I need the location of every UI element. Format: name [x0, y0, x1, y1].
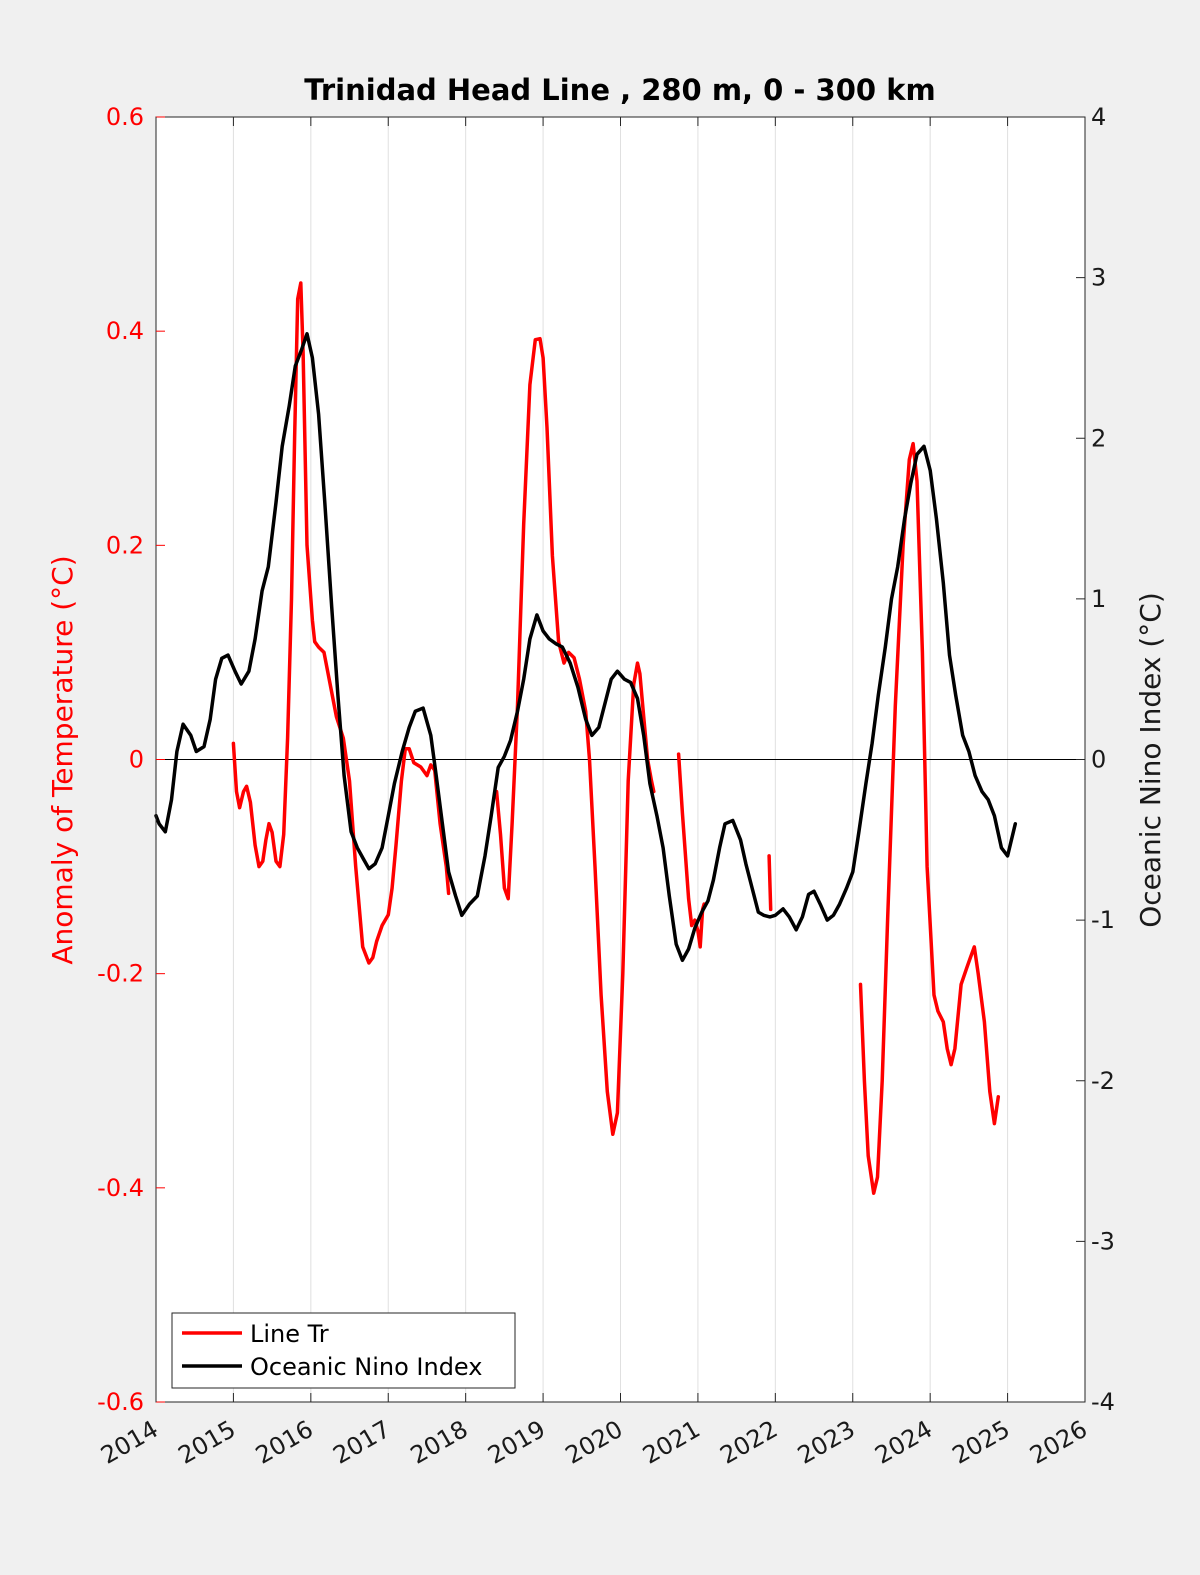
ytick-left-label: -0.4: [97, 1174, 144, 1202]
series-line-tr-segment-2: [676, 752, 706, 949]
ytick-right-label: 0: [1091, 746, 1106, 774]
ytick-right-label: -4: [1091, 1388, 1115, 1416]
series-line-tr-segment-1: [494, 336, 656, 1137]
ytick-left-label: 0.4: [106, 317, 144, 345]
right-axis-label: Oceanic Nino Index (°C): [1134, 592, 1167, 928]
series-oceanic-nino-index-segment-0: [154, 332, 1018, 963]
series-line-tr-segment-4: [858, 441, 1001, 1195]
chart-title: Trinidad Head Line , 280 m, 0 - 300 km: [304, 73, 935, 107]
legend-label-line-tr: Line Tr: [250, 1320, 329, 1348]
legend-label-oni: Oceanic Nino Index: [250, 1353, 482, 1381]
right-y-axis: -4 -3 -2 -1 0 1 2 3 4: [1076, 103, 1115, 1416]
ytick-left-label: -0.6: [97, 1388, 144, 1416]
left-axis-label: Anomaly of Temperature (°C): [46, 555, 79, 964]
ytick-right-label: 2: [1091, 424, 1106, 452]
legend-box: [171, 1312, 516, 1389]
ytick-right-label: -2: [1091, 1067, 1115, 1095]
ytick-right-label: -1: [1091, 906, 1115, 934]
ytick-right-label: -3: [1091, 1227, 1115, 1255]
ytick-left-label: 0.2: [106, 531, 144, 559]
ytick-right-label: 4: [1091, 103, 1106, 131]
ytick-left-label: -0.2: [97, 960, 144, 988]
left-y-axis: -0.6 -0.4 -0.2 0 0.2 0.4 0.6: [97, 103, 165, 1416]
series-line-tr-segment-0: [231, 281, 451, 965]
series-layer: [154, 281, 1018, 1195]
ytick-left-label: 0: [129, 746, 144, 774]
series-line-tr-segment-3: [767, 854, 773, 912]
legend: Line Tr Oceanic Nino Index: [171, 1312, 516, 1389]
ytick-left-label: 0.6: [106, 103, 144, 131]
ytick-right-label: 3: [1091, 264, 1106, 292]
ytick-right-label: 1: [1091, 585, 1106, 613]
